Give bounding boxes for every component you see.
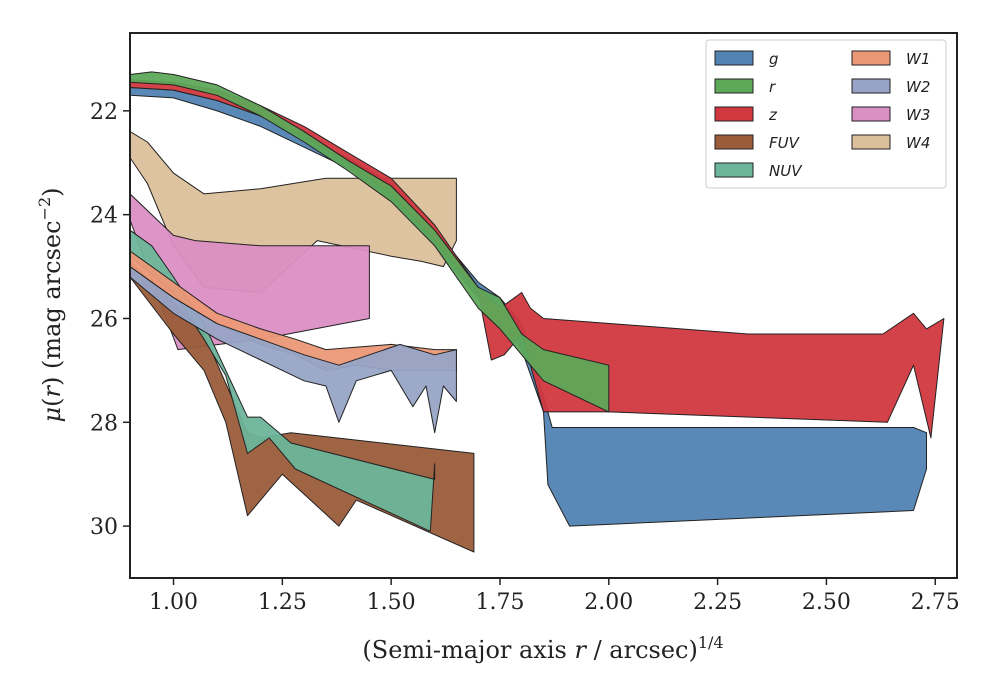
- y-tick-label: 22: [90, 100, 118, 125]
- plot-frame: [129, 32, 958, 579]
- band-r: [130, 71, 610, 413]
- legend-label-r: r: [769, 78, 776, 96]
- profile-bands: [130, 71, 945, 553]
- legend-label-w1: W1: [906, 50, 930, 68]
- legend-swatch-w2: [851, 78, 891, 94]
- legend-swatch-r: [714, 78, 754, 94]
- band-w2: [130, 266, 457, 434]
- legend-swatch-w3: [851, 106, 891, 122]
- legend-label-g: g: [769, 50, 779, 68]
- legend-swatch-w4: [851, 134, 891, 150]
- legend-label-nuv: NUV: [769, 162, 803, 180]
- x-tick-label: 2.25: [693, 590, 742, 615]
- legend-frame: [705, 39, 947, 189]
- x-tick-label: 1.75: [475, 590, 524, 615]
- legend-swatch-nuv: [714, 162, 754, 178]
- legend-label-w3: W3: [906, 106, 930, 124]
- x-tick-label: 2.50: [802, 590, 851, 615]
- y-axis-label: μ(r) (mag arcsec−2): [35, 187, 66, 422]
- x-tick-label: 1.00: [149, 590, 198, 615]
- legend-label-w4: W4: [906, 134, 930, 152]
- x-tick-label: 1.50: [367, 590, 416, 615]
- x-axis-ticks: 1.00 1.25 1.50 1.75 2.00 2.25 2.50 2.75: [149, 578, 960, 615]
- y-tick-label: 24: [90, 204, 118, 229]
- legend: grz FUV NUV W1 W2 W3 W4: [705, 39, 947, 189]
- x-tick-label: 1.25: [258, 590, 307, 615]
- y-tick-label: 26: [90, 307, 118, 332]
- x-tick-label: 2.75: [911, 590, 960, 615]
- legend-label-z: z: [768, 106, 778, 124]
- x-axis-label: (Semi-major axis r / arcsec)1/4: [362, 633, 723, 664]
- y-tick-label: 28: [90, 411, 118, 436]
- legend-label-fuv: FUV: [769, 134, 801, 152]
- y-tick-label: 30: [90, 515, 118, 540]
- x-tick-label: 2.00: [584, 590, 633, 615]
- legend-swatch-g: [714, 50, 754, 66]
- legend-swatch-fuv: [714, 134, 754, 150]
- legend-label-w2: W2: [906, 78, 930, 96]
- legend-swatch-z: [714, 106, 754, 122]
- y-axis-ticks: 22 24 26 28 30: [90, 100, 130, 540]
- legend-swatch-w1: [851, 50, 891, 66]
